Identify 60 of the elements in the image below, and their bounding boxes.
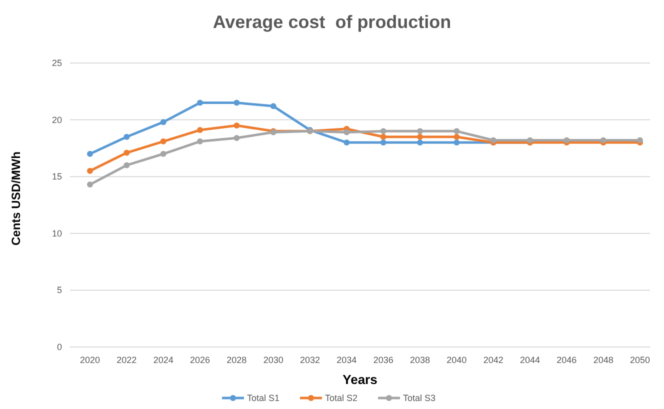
y-tick-label: 15 [52, 172, 62, 182]
x-tick-label: 2032 [300, 355, 320, 365]
point [564, 137, 570, 144]
x-tick-label: 2020 [80, 355, 100, 365]
point [197, 100, 203, 106]
point [380, 140, 386, 146]
x-axis-title: Years [342, 372, 378, 387]
point [124, 162, 130, 168]
point [160, 138, 166, 144]
legend-label: Total S2 [325, 393, 358, 403]
x-tick-label: 2046 [556, 355, 577, 365]
x-tick-label: 2022 [116, 355, 137, 365]
chart-title: Average cost of production [212, 12, 452, 32]
point [87, 182, 93, 188]
point [527, 137, 533, 144]
point [270, 103, 276, 110]
y-tick-label: 10 [52, 228, 62, 238]
point [454, 128, 460, 134]
y-tick-label: 20 [52, 114, 62, 125]
x-tick-label: 2044 [520, 355, 540, 365]
x-tick-label: 2034 [336, 355, 357, 365]
x-tick-label: 2030 [263, 355, 284, 365]
point [124, 134, 130, 140]
point [234, 134, 240, 141]
point [417, 134, 423, 140]
point [600, 137, 606, 144]
point [160, 119, 166, 126]
x-tick-label: 2028 [226, 355, 247, 365]
y-tick-label: 5 [56, 285, 62, 296]
point [234, 100, 240, 106]
point [234, 122, 240, 128]
point [344, 140, 350, 146]
x-tick-label: 2024 [153, 355, 174, 365]
point [417, 128, 423, 134]
x-tick-label: 2026 [190, 355, 210, 365]
x-tick-label: 2040 [446, 355, 467, 365]
legend-label: Total S1 [247, 393, 280, 403]
point [380, 134, 386, 140]
point [344, 129, 350, 136]
x-tick-label: 2050 [630, 355, 650, 365]
legend-label: Total S3 [403, 393, 436, 403]
point [197, 138, 203, 144]
point [87, 168, 93, 174]
point [454, 140, 460, 146]
point [490, 137, 496, 144]
point [637, 137, 643, 144]
x-tick-label: 2048 [593, 355, 614, 365]
point [380, 128, 386, 134]
x-tick-label: 2036 [373, 355, 394, 365]
point [417, 140, 423, 146]
point [454, 134, 460, 140]
point [197, 127, 203, 134]
point [160, 150, 166, 157]
point [124, 150, 130, 156]
x-tick-label: 2038 [410, 355, 430, 365]
y-axis-title: Cents USD/MWh [9, 152, 23, 246]
point [87, 150, 93, 157]
x-tick-label: 2042 [483, 355, 504, 365]
y-tick-label: 0 [56, 342, 62, 352]
y-tick-label: 25 [52, 58, 62, 68]
